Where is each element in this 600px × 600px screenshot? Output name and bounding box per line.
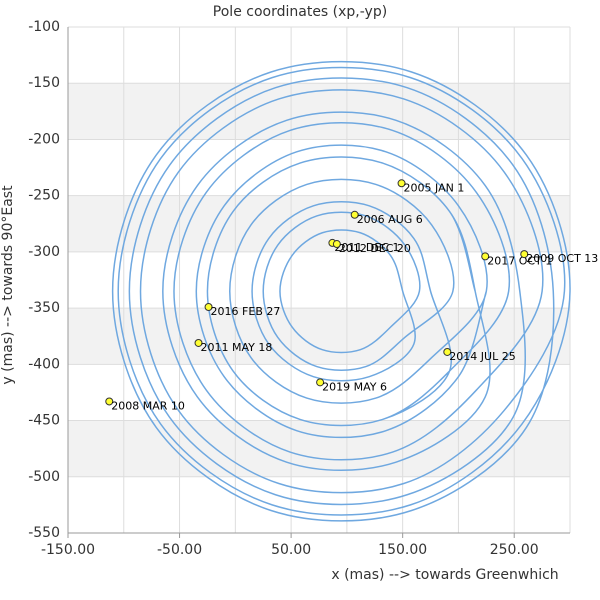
x-tick-label: -50.00 — [157, 542, 202, 558]
date-marker — [204, 302, 213, 311]
date-marker — [397, 179, 406, 188]
date-label: 2009 OCT 13 — [526, 252, 598, 265]
date-label: 2011 DEC 1 — [334, 241, 399, 254]
date-marker — [332, 240, 341, 249]
x-tick-label: 250.00 — [490, 542, 539, 558]
date-marker — [443, 347, 452, 356]
x-tick-label: 150.00 — [378, 542, 427, 558]
x-tick-label: -150.00 — [41, 542, 95, 558]
date-marker — [316, 378, 325, 387]
date-label: 2006 AUG 6 — [357, 213, 423, 226]
y-tick-label: -350 — [28, 300, 60, 316]
y-tick-label: -500 — [28, 469, 60, 485]
date-label: 2016 FEB 27 — [211, 305, 281, 318]
date-marker — [481, 252, 490, 261]
x-axis-label: x (mas) --> towards Greenwhich — [331, 567, 558, 583]
date-label: 2019 MAY 6 — [322, 380, 387, 393]
y-tick-label: -250 — [28, 188, 60, 204]
date-marker — [105, 397, 114, 406]
x-tick-label: 50.00 — [271, 542, 311, 558]
y-tick-label: -550 — [28, 525, 60, 541]
y-tick-label: -200 — [28, 131, 60, 147]
date-label: 2017 OCT 1 — [487, 254, 552, 267]
date-label: 2011 MAY 18 — [201, 341, 273, 354]
date-marker — [350, 210, 359, 219]
y-tick-label: -100 — [28, 19, 60, 35]
date-label: 2008 MAR 10 — [111, 399, 185, 412]
y-axis-label: y (mas) --> towards 90°East — [0, 185, 16, 385]
grid-band — [68, 195, 570, 252]
pole-path — [111, 60, 571, 522]
y-tick-label: -300 — [28, 244, 60, 260]
y-tick-label: -400 — [28, 356, 60, 372]
y-tick-label: -450 — [28, 413, 60, 429]
date-label: 2012 DEC 20 — [339, 242, 411, 255]
grid-band — [68, 83, 570, 140]
chart-title: Pole coordinates (xp,-yp) — [213, 4, 387, 20]
y-tick-label: -150 — [28, 75, 60, 91]
date-marker — [194, 338, 203, 347]
date-label: 2005 JAN 1 — [404, 181, 465, 194]
date-label: 2014 JUL 25 — [449, 350, 515, 363]
date-marker — [520, 250, 529, 259]
